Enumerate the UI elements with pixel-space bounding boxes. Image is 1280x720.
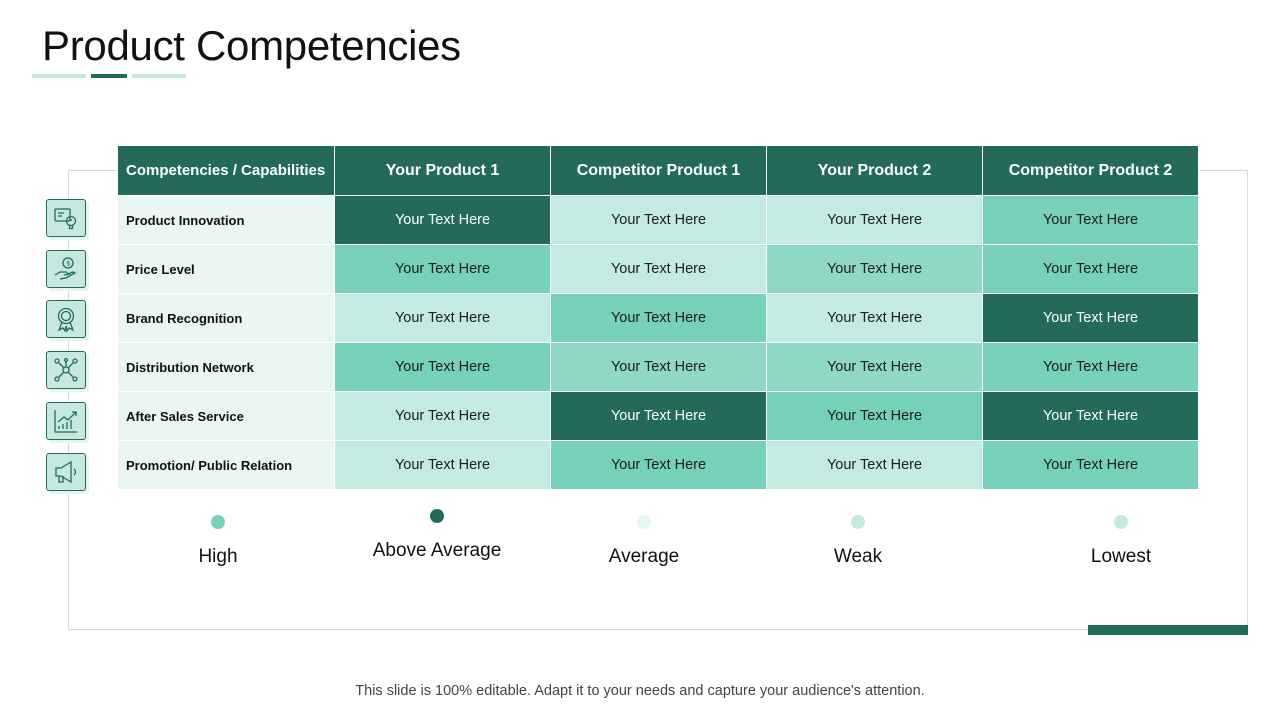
legend-label-weak: Weak — [833, 546, 883, 567]
table-row: After Sales Service Your Text Here Your Te… — [117, 391, 1199, 441]
legend-dot-above-average — [430, 509, 444, 523]
header-competencies: Competencies / Capabilities — [117, 145, 335, 196]
header-your-product-1: Your Product 1 — [334, 145, 551, 196]
award-badge-icon — [46, 300, 86, 338]
legend-dot-high — [211, 515, 225, 529]
table-cell[interactable]: Your Text Here — [766, 293, 983, 343]
table-cell[interactable]: Your Text Here — [982, 391, 1199, 441]
table-cell[interactable]: Your Text Here — [982, 440, 1199, 490]
growth-chart-icon — [46, 402, 86, 440]
page-title: Product Competencies — [42, 22, 461, 69]
legend-item-average: Average — [564, 515, 724, 568]
table-cell[interactable]: Your Text Here — [550, 391, 767, 441]
table-row: Distribution Network Your Text Here Your T… — [117, 342, 1199, 392]
row-label: Promotion/ Public Relation — [117, 440, 335, 490]
table-cell[interactable]: Your Text Here — [550, 342, 767, 392]
table-cell[interactable]: Your Text Here — [550, 440, 767, 490]
table-cell[interactable]: Your Text Here — [766, 391, 983, 441]
header-competitor-product-2: Competitor Product 2 — [982, 145, 1199, 196]
table-cell[interactable]: Your Text Here — [982, 342, 1199, 392]
legend-label-high: High — [198, 546, 238, 567]
network-icon — [46, 351, 86, 389]
header-competitor-product-1: Competitor Product 1 — [550, 145, 767, 196]
row-label: Distribution Network — [117, 342, 335, 392]
legend-item-weak: Weak — [778, 515, 938, 568]
competency-table: Competencies / Capabilities Your Product… — [117, 145, 1199, 490]
table-cell[interactable]: Your Text Here — [334, 195, 551, 245]
legend-dot-average — [637, 515, 651, 529]
table-header-row: Competencies / Capabilities Your Product… — [117, 145, 1199, 196]
table-cell[interactable]: Your Text Here — [982, 244, 1199, 294]
row-label: Price Level — [117, 244, 335, 294]
table-row: Price Level Your Text Here Your Text Here Y… — [117, 244, 1199, 294]
table-cell[interactable]: Your Text Here — [334, 293, 551, 343]
innovation-icon — [46, 199, 86, 237]
footer-note: This slide is 100% editable. Adapt it to… — [355, 683, 925, 699]
svg-text:$: $ — [66, 260, 70, 268]
legend-dot-lowest — [1114, 515, 1128, 529]
table-cell[interactable]: Your Text Here — [334, 440, 551, 490]
table-cell[interactable]: Your Text Here — [766, 440, 983, 490]
legend-dot-weak — [851, 515, 865, 529]
table-row: Promotion/ Public Relation Your Text Here… — [117, 440, 1199, 490]
table-row: Brand Recognition Your Text Here Your Text… — [117, 293, 1199, 343]
table-cell[interactable]: Your Text Here — [550, 195, 767, 245]
legend-label-lowest: Lowest — [1090, 546, 1152, 567]
table-cell[interactable]: Your Text Here — [550, 293, 767, 343]
legend-item-high: High — [138, 515, 298, 568]
table-cell[interactable]: Your Text Here — [550, 244, 767, 294]
table-cell[interactable]: Your Text Here — [982, 293, 1199, 343]
hand-coin-icon: $ — [46, 250, 86, 288]
table-cell[interactable]: Your Text Here — [334, 342, 551, 392]
megaphone-icon — [46, 453, 86, 491]
table-cell[interactable]: Your Text Here — [982, 195, 1199, 245]
table-cell[interactable]: Your Text Here — [766, 244, 983, 294]
legend-item-lowest: Lowest — [1041, 515, 1201, 568]
table-row: Product Innovation Your Text Here Your Tex… — [117, 195, 1199, 245]
row-label: After Sales Service — [117, 391, 335, 441]
row-label: Brand Recognition — [117, 293, 335, 343]
legend-item-above-average: Above Average — [357, 509, 517, 562]
header-your-product-2: Your Product 2 — [766, 145, 983, 196]
legend-label-average: Average — [608, 546, 680, 567]
row-label: Product Innovation — [117, 195, 335, 245]
corner-accent-bar — [1088, 625, 1248, 635]
table-cell[interactable]: Your Text Here — [766, 195, 983, 245]
table-cell[interactable]: Your Text Here — [334, 244, 551, 294]
legend-label-above-average: Above Average — [372, 540, 502, 561]
table-cell[interactable]: Your Text Here — [334, 391, 551, 441]
table-cell[interactable]: Your Text Here — [766, 342, 983, 392]
